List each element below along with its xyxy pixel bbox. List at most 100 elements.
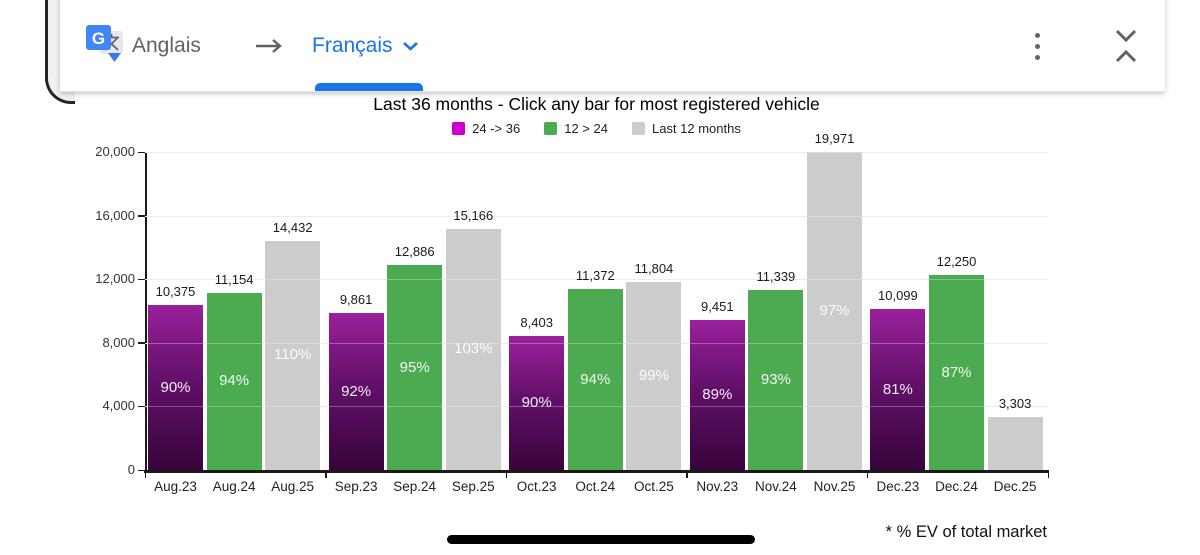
y-axis-tick	[138, 151, 145, 153]
x-axis-label: Sep.23	[334, 479, 378, 494]
google-translate-logo: G	[84, 22, 126, 64]
bar-percent-label: 92%	[341, 382, 372, 400]
bar-value-label: 11,372	[575, 268, 615, 284]
legend-swatch	[544, 122, 558, 135]
bar-percent-label: 94%	[219, 372, 250, 390]
bar-value-label: 11,154	[214, 271, 254, 287]
chevron-down-icon	[402, 41, 419, 51]
bar-Aug.24[interactable]	[206, 292, 262, 470]
bar-Oct.24[interactable]	[567, 289, 623, 470]
bar-value-label: 12,886	[394, 244, 435, 260]
legend-item-2[interactable]: Last 12 months	[631, 121, 741, 136]
source-language-button[interactable]: Anglais	[132, 0, 201, 92]
x-axis-label: Nov.25	[813, 479, 856, 494]
home-indicator-bar[interactable]	[447, 535, 755, 544]
bar-value-label: 14,432	[272, 219, 313, 235]
x-axis-label: Oct.24	[575, 479, 616, 494]
bar-percent-label: 103%	[454, 340, 493, 358]
bar-Aug.23[interactable]	[148, 305, 203, 470]
gridline-overlay	[145, 279, 1048, 281]
x-axis-label: Nov.24	[755, 479, 797, 494]
bar-percent-label: 95%	[399, 358, 430, 376]
bar-Sep.23[interactable]	[328, 313, 384, 470]
gridline-overlay	[145, 215, 1048, 217]
x-axis-tick	[505, 470, 508, 478]
y-axis-label: 12,000	[95, 271, 135, 287]
y-axis-label: 16,000	[95, 207, 135, 223]
x-axis-label: Dec.23	[876, 479, 920, 494]
gridline	[145, 279, 1048, 281]
bar-value-label: 11,339	[756, 268, 796, 284]
active-tab-indicator	[315, 83, 423, 91]
bar-Oct.23[interactable]	[509, 336, 565, 470]
bar-Dec.25[interactable]	[987, 417, 1043, 470]
x-axis-label: Oct.25	[634, 479, 674, 494]
plot-area	[145, 152, 1048, 470]
bar-Sep.24[interactable]	[387, 265, 443, 470]
legend-item-0[interactable]: 24 -> 36	[452, 121, 520, 136]
y-axis-tick	[138, 278, 145, 281]
bar-percent-label: 94%	[580, 370, 611, 388]
bar-value-label: 15,166	[453, 207, 494, 223]
bar-percent-label: 99%	[638, 367, 669, 385]
bar-Nov.25[interactable]	[807, 152, 862, 470]
x-axis-label: Sep.24	[393, 479, 437, 494]
x-axis-tick	[144, 470, 146, 478]
chart-title: Last 36 months - Click any bar for most …	[373, 94, 820, 114]
bar-percent-label: 87%	[941, 363, 972, 381]
bar-Dec.23[interactable]	[870, 309, 926, 470]
bar-value-label: 9,861	[339, 292, 373, 308]
y-axis-tick	[138, 469, 145, 471]
bar-value-label: 10,099	[878, 288, 918, 304]
x-axis-label: Oct.23	[516, 479, 557, 494]
bar-Dec.24[interactable]	[929, 275, 984, 470]
x-axis-tick	[325, 470, 327, 478]
x-axis-label: Aug.25	[271, 479, 315, 494]
y-axis-label: 4,000	[102, 398, 135, 414]
target-language-button[interactable]: Français	[312, 0, 419, 92]
translate-toolbar: G Anglais Français	[60, 0, 1165, 92]
x-axis-label: Dec.25	[993, 479, 1037, 494]
bar-percent-label: 97%	[819, 302, 850, 320]
bar-value-label: 9,451	[701, 298, 734, 314]
bar-Sep.25[interactable]	[445, 228, 501, 470]
bar-value-label: 3,303	[998, 396, 1032, 412]
collapse-icon[interactable]	[1113, 0, 1139, 92]
gridline	[145, 152, 1048, 153]
y-axis-tick	[138, 405, 145, 408]
kebab-menu-icon[interactable]	[1026, 0, 1048, 92]
x-axis-tick	[1047, 470, 1049, 478]
bar-percent-label: 90%	[160, 378, 191, 396]
bar-percent-label: 89%	[702, 385, 733, 403]
x-axis-line	[144, 470, 1049, 473]
gridline-overlay	[145, 342, 1048, 344]
bar-percent-label: 90%	[521, 394, 552, 412]
x-axis-label: Aug.23	[154, 479, 197, 494]
bar-Nov.23[interactable]	[689, 319, 745, 470]
x-axis-tick	[866, 470, 869, 478]
bar-value-label: 8,403	[520, 315, 553, 331]
chart-legend: 24 -> 36 12 > 24 Last 12 months	[145, 121, 1048, 136]
legend-label: 24 -> 36	[472, 121, 521, 136]
bar-Aug.25[interactable]	[265, 240, 321, 470]
bar-value-label: 19,971	[814, 131, 855, 147]
legend-label: Last 12 months	[651, 121, 741, 136]
y-axis-tick	[138, 342, 145, 344]
bar-value-label: 11,804	[634, 261, 674, 277]
x-axis-label: Nov.23	[696, 479, 739, 494]
legend-item-1[interactable]: 12 > 24	[544, 121, 608, 136]
bar-percent-label: 81%	[882, 380, 913, 398]
chart-footnote: * % EV of total market	[885, 523, 1047, 541]
y-axis-label: 8,000	[102, 334, 135, 350]
x-axis-label: Dec.24	[935, 479, 978, 494]
bar-percent-label: 93%	[760, 370, 791, 388]
bar-Nov.24[interactable]	[748, 289, 804, 470]
y-axis-label: 0	[127, 462, 135, 477]
gridline-overlay	[145, 152, 1048, 153]
bar-Oct.25[interactable]	[626, 282, 682, 470]
gridline-overlay	[145, 406, 1048, 408]
svg-text:G: G	[92, 29, 105, 48]
gridline	[145, 215, 1048, 217]
bar-value-label: 10,375	[155, 284, 196, 300]
